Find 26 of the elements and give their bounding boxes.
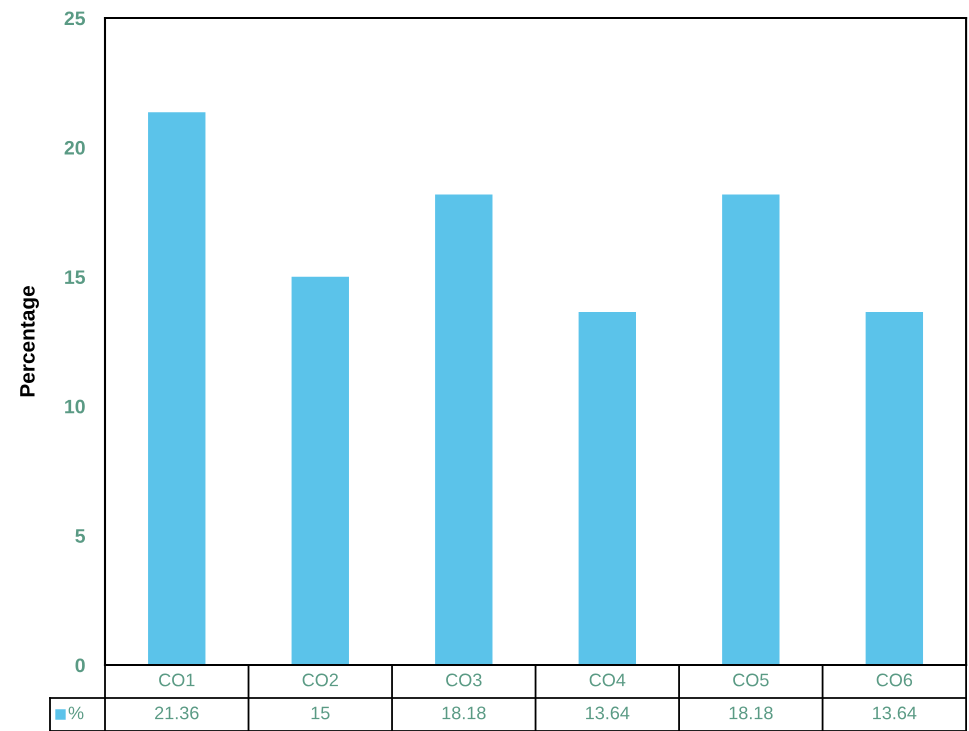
- bar: [292, 276, 349, 665]
- bar: [148, 112, 206, 665]
- x-tick-label: CO6: [876, 674, 912, 686]
- bar: [435, 194, 492, 665]
- y-tick-label: 20: [64, 140, 85, 155]
- bar: [578, 312, 636, 665]
- x-tick-label: CO3: [446, 674, 482, 686]
- data-label: 13.64: [873, 706, 916, 720]
- x-tick-label: CO4: [590, 674, 626, 686]
- y-tick-label: 0: [76, 658, 85, 672]
- x-tick-label: CO2: [302, 674, 338, 686]
- data-label: 18.18: [730, 706, 773, 720]
- y-tick-label: 25: [64, 11, 86, 26]
- x-tick-label: CO1: [159, 674, 194, 686]
- legend-label: %: [68, 706, 84, 720]
- y-tick-label: 10: [65, 400, 85, 414]
- y-tick-label: 5: [75, 529, 86, 543]
- y-axis-title: Percentage: [20, 286, 39, 396]
- data-label: 18.18: [442, 706, 486, 720]
- bar: [722, 194, 780, 665]
- y-tick-label: 15: [65, 270, 86, 284]
- bar: [866, 312, 924, 665]
- data-label: 21.36: [155, 706, 199, 720]
- x-tick-label: CO5: [733, 674, 769, 686]
- data-label: 13.64: [586, 706, 630, 720]
- data-label: 15: [312, 706, 330, 720]
